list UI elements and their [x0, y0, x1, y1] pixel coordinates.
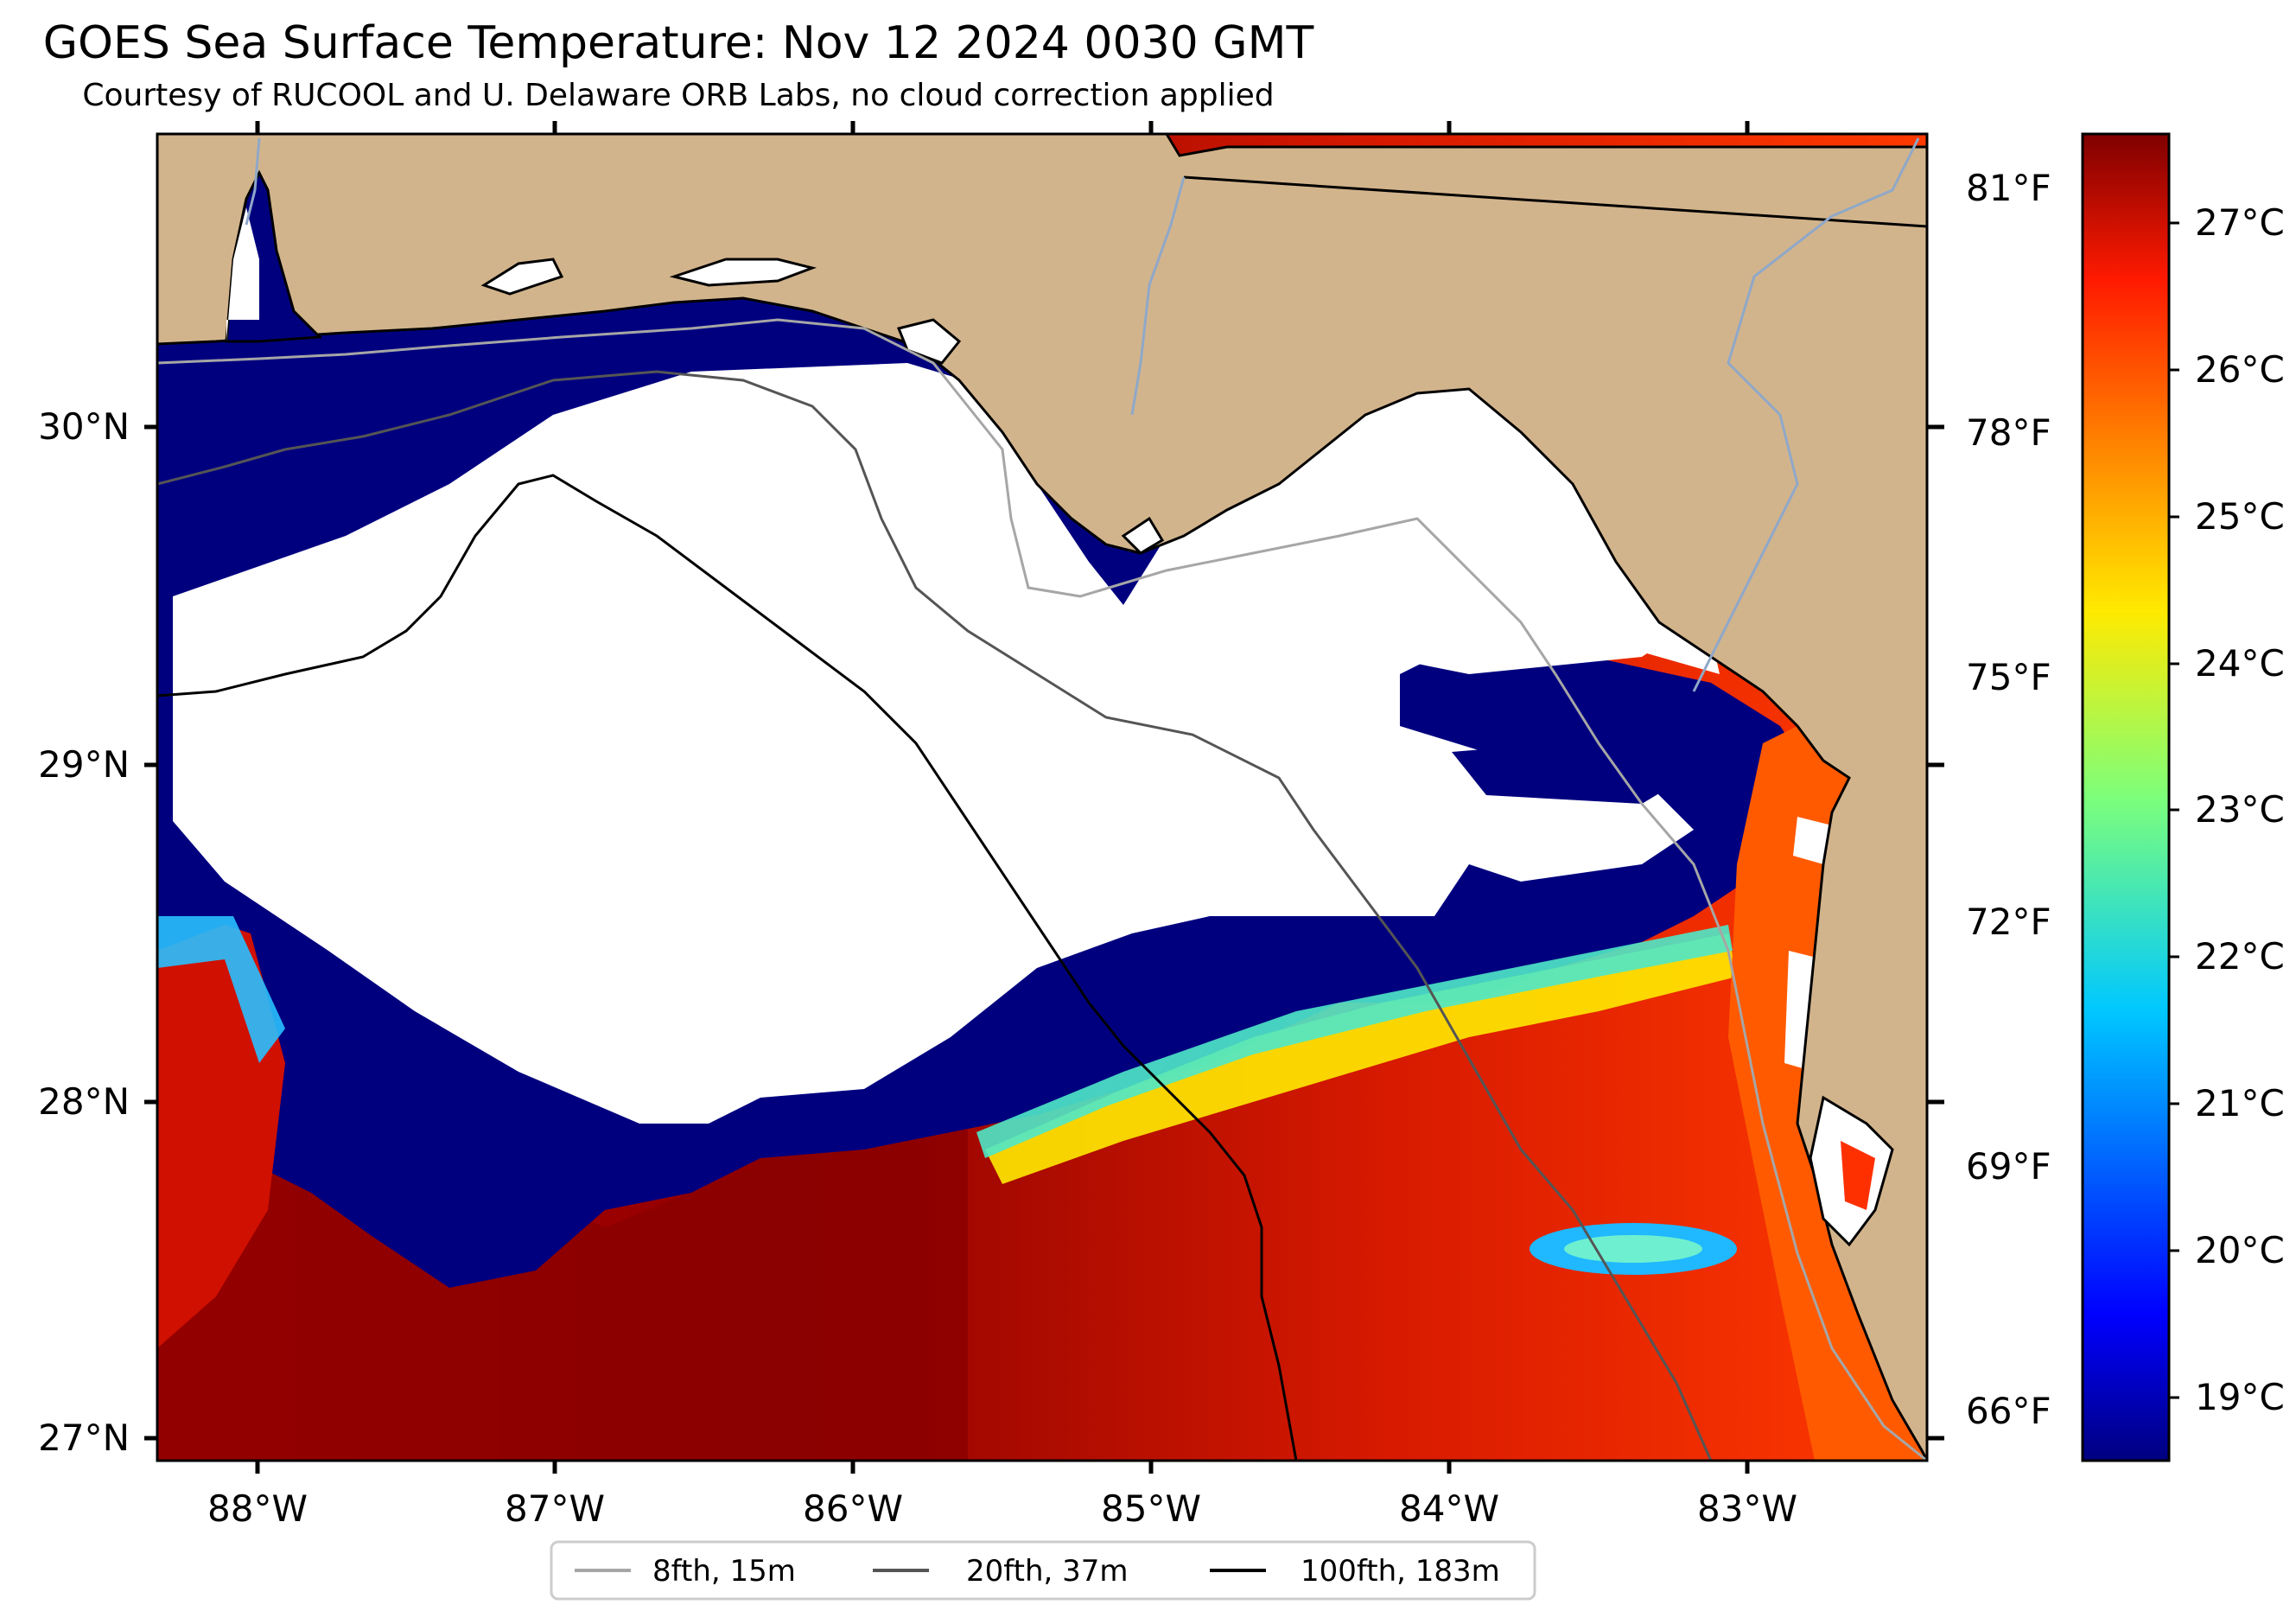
fahrenheit-label: 75°F [1966, 656, 2051, 698]
isobath-15m [157, 318, 1927, 1461]
lon-label: 87°W [505, 1487, 605, 1530]
lat-label: 30°N [38, 405, 130, 448]
isobath-183m [157, 474, 1298, 1461]
lon-label: 86°W [803, 1487, 903, 1530]
lat-label: 29°N [38, 743, 130, 786]
map-area [157, 134, 1927, 1461]
land-florida-panhandle [157, 134, 1927, 1461]
celsius-label: 26°C [2195, 348, 2285, 391]
state-border [1183, 175, 1927, 228]
map-subtitle: Courtesy of RUCOOL and U. Delaware ORB L… [82, 78, 1275, 113]
celsius-label: 21°C [2195, 1082, 2285, 1124]
legend-label-37m: 20fth, 37m [966, 1554, 1129, 1589]
lon-label: 88°W [207, 1487, 308, 1530]
fahrenheit-label: 81°F [1966, 167, 2051, 209]
celsius-label: 20°C [2195, 1229, 2285, 1271]
isobath-legend: 8fth, 15m 20fth, 37m 100fth, 183m [550, 1540, 1536, 1601]
fahrenheit-label: 66°F [1966, 1390, 2051, 1432]
lon-ticks [255, 121, 1750, 1474]
map-title: GOES Sea Surface Temperature: Nov 12 202… [42, 17, 1314, 69]
lat-label: 28°N [38, 1080, 130, 1123]
transition-band-cyan [976, 925, 1733, 1158]
celsius-label: 23°C [2195, 788, 2285, 831]
sst-colorbar [2081, 132, 2171, 1462]
legend-label-183m: 100fth, 183m [1301, 1554, 1500, 1589]
lat-ticks [144, 424, 1944, 1441]
river-mobile [245, 137, 261, 226]
celsius-label: 19°C [2195, 1376, 2285, 1418]
western-plume-edge [157, 916, 285, 1063]
river-apalachicola [1130, 176, 1186, 416]
river-suwannee [1692, 137, 1920, 692]
fahrenheit-label: 78°F [1966, 411, 2051, 454]
lon-label: 85°W [1101, 1487, 1201, 1530]
celsius-label: 24°C [2195, 642, 2285, 685]
fahrenheit-label: 72°F [1966, 901, 2051, 943]
transition-band-yellow [985, 933, 1737, 1184]
lon-label: 83°W [1697, 1487, 1797, 1530]
celsius-label: 22°C [2195, 935, 2285, 978]
cloud-mask-region [173, 363, 1720, 1124]
celsius-label: 25°C [2195, 495, 2285, 538]
map-frame [156, 132, 1929, 1462]
colorbar-ticks [2169, 221, 2179, 1399]
isobath-37m [157, 370, 1713, 1461]
legend-label-15m: 8fth, 15m [652, 1554, 796, 1589]
lat-label: 27°N [38, 1417, 130, 1459]
celsius-label: 27°C [2195, 201, 2285, 244]
fahrenheit-label: 69°F [1966, 1145, 2051, 1188]
lon-label: 84°W [1399, 1487, 1499, 1530]
